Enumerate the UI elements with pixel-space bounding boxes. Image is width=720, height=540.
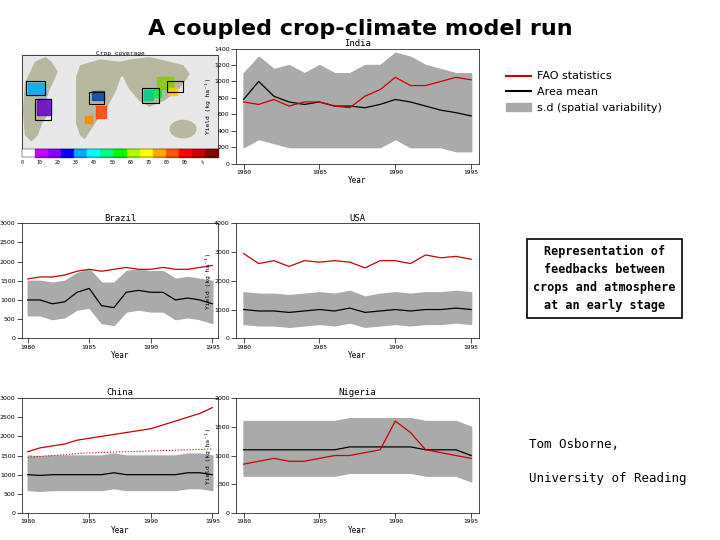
Bar bbox=[84, 117, 92, 123]
Text: 90: 90 bbox=[181, 160, 187, 165]
Bar bbox=[166, 148, 179, 157]
Y-axis label: Yield (kg ha⁻¹): Yield (kg ha⁻¹) bbox=[205, 427, 211, 484]
Text: 70: 70 bbox=[145, 160, 151, 165]
Bar bbox=[153, 89, 161, 97]
Text: Tom Osborne,: Tom Osborne, bbox=[528, 437, 618, 450]
Bar bbox=[37, 99, 51, 115]
Bar bbox=[48, 148, 61, 157]
Title: India: India bbox=[344, 39, 371, 48]
Bar bbox=[27, 83, 45, 94]
Bar bbox=[179, 148, 192, 157]
Bar bbox=[74, 148, 87, 157]
Text: %: % bbox=[202, 160, 204, 165]
Bar bbox=[96, 106, 107, 118]
Bar bbox=[169, 87, 177, 94]
FancyBboxPatch shape bbox=[22, 56, 218, 150]
Bar bbox=[192, 148, 205, 157]
Bar bbox=[167, 81, 183, 92]
Text: 40: 40 bbox=[91, 160, 97, 165]
Bar bbox=[153, 148, 166, 157]
Text: 60: 60 bbox=[127, 160, 133, 165]
Bar bbox=[61, 148, 74, 157]
Legend: FAO statistics, Area mean, s.d (spatial variability): FAO statistics, Area mean, s.d (spatial … bbox=[506, 71, 662, 112]
Bar bbox=[22, 148, 35, 157]
Bar bbox=[100, 148, 114, 157]
X-axis label: Year: Year bbox=[348, 176, 366, 185]
Text: 10: 10 bbox=[37, 160, 42, 165]
Title: USA: USA bbox=[349, 213, 366, 222]
Bar bbox=[87, 148, 100, 157]
Bar bbox=[35, 99, 51, 120]
Ellipse shape bbox=[170, 120, 196, 138]
Text: 80: 80 bbox=[163, 160, 169, 165]
Title: Nigeria: Nigeria bbox=[338, 388, 376, 397]
Text: Representation of
feedbacks between
crops and atmosphere
at an early stage: Representation of feedbacks between crop… bbox=[534, 245, 676, 312]
Text: University of Reading: University of Reading bbox=[528, 472, 686, 485]
Text: 50: 50 bbox=[109, 160, 115, 165]
Text: 30: 30 bbox=[73, 160, 78, 165]
Bar bbox=[89, 92, 104, 104]
Bar bbox=[140, 148, 153, 157]
X-axis label: Year: Year bbox=[111, 351, 130, 360]
Bar bbox=[114, 148, 127, 157]
Title: China: China bbox=[107, 388, 133, 397]
Text: Crop coverage: Crop coverage bbox=[96, 51, 145, 56]
Bar bbox=[25, 81, 45, 94]
X-axis label: Year: Year bbox=[348, 351, 366, 360]
Text: 20: 20 bbox=[55, 160, 60, 165]
Y-axis label: Yield (kg ha⁻¹): Yield (kg ha⁻¹) bbox=[205, 253, 211, 309]
Bar bbox=[92, 91, 104, 100]
X-axis label: Year: Year bbox=[348, 525, 366, 535]
Bar bbox=[205, 148, 218, 157]
Bar bbox=[35, 148, 48, 157]
Bar bbox=[158, 77, 174, 89]
Bar bbox=[22, 56, 218, 150]
Text: A coupled crop-climate model run: A coupled crop-climate model run bbox=[148, 19, 572, 39]
Title: Brazil: Brazil bbox=[104, 213, 136, 222]
Bar bbox=[127, 148, 140, 157]
Bar bbox=[144, 90, 153, 100]
X-axis label: Year: Year bbox=[111, 525, 130, 535]
Bar bbox=[142, 87, 159, 103]
Y-axis label: Yield (kg ha⁻¹): Yield (kg ha⁻¹) bbox=[205, 78, 211, 134]
Polygon shape bbox=[120, 58, 189, 106]
Bar bbox=[22, 148, 218, 157]
Polygon shape bbox=[77, 60, 130, 138]
Polygon shape bbox=[24, 58, 57, 140]
Text: 0: 0 bbox=[20, 160, 23, 165]
